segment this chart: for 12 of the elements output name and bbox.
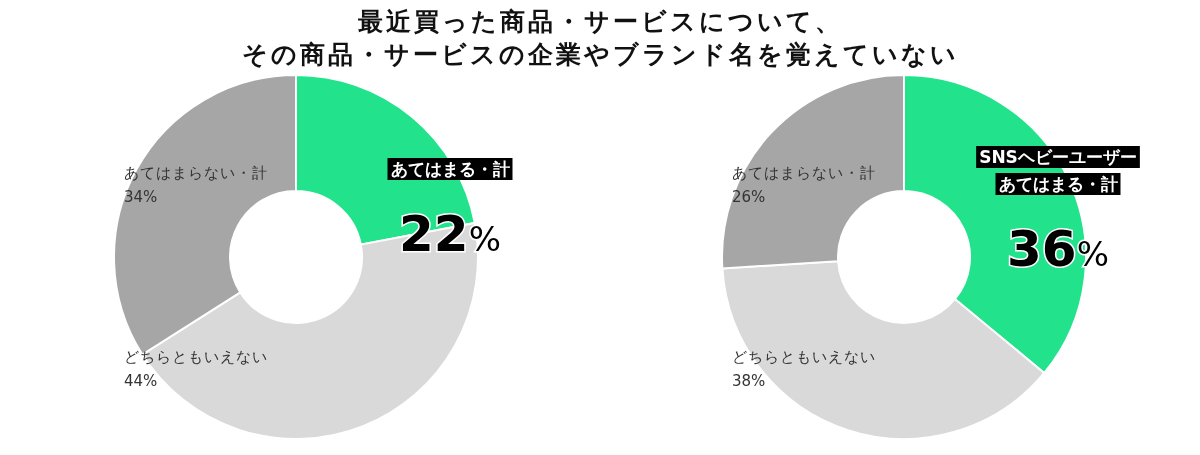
slice-label: あてはまる・計 [390, 159, 510, 179]
slice-label: どちらともいえない [124, 348, 268, 366]
text: 最近買った商品・サービスについて、その商品・サービスの企業やブランド名を覚えていない [241, 7, 959, 69]
slice-label: どちらともいえない [732, 348, 876, 366]
slice-label: あてはまらない・計 [124, 164, 268, 182]
data-label: 38% [732, 372, 766, 390]
slice-label: あてはまる・計 [998, 174, 1118, 194]
text: SNSヘビーユーザー [979, 147, 1137, 167]
data-label: 26% [732, 188, 766, 206]
slice-label: あてはまらない・計 [732, 164, 876, 182]
data-label: 44% [124, 372, 158, 390]
data-label: 34% [124, 188, 158, 206]
